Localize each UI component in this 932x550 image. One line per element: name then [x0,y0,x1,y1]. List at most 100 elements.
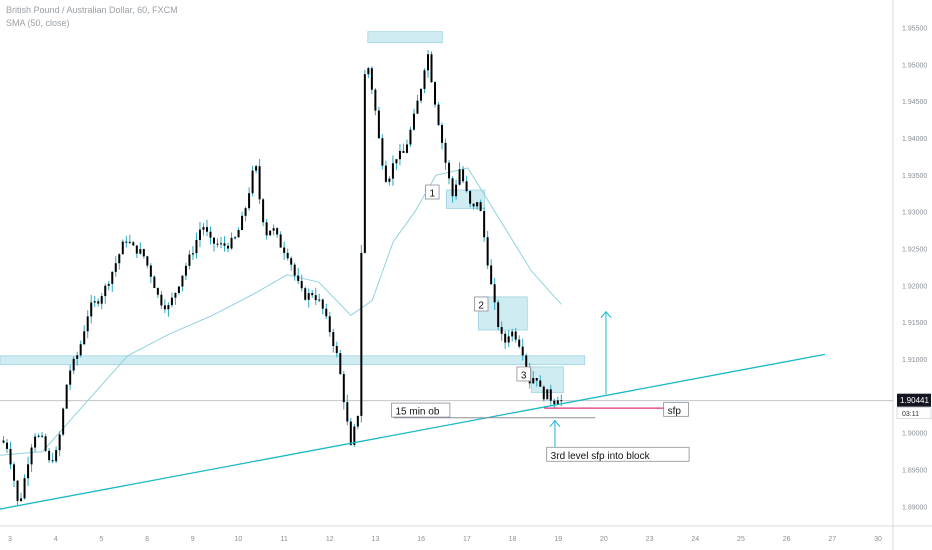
candle-body [419,88,422,101]
candle-body [462,169,465,182]
x-tick-label: 13 [372,536,380,543]
candle-body [135,245,138,254]
candle-body [174,292,177,298]
candle-body [311,293,314,296]
candle-body [535,378,538,381]
countdown-value: 03:11 [902,411,919,418]
annotation-box [391,402,451,418]
candle-body [51,460,54,462]
candle-body [107,283,110,286]
candle-body [2,440,5,443]
y-tick-label: 1.94500 [902,99,927,106]
candle-body [265,222,268,236]
candle-body [251,170,254,194]
candle-body [434,82,437,105]
candle-body [237,229,240,238]
candle-body [321,299,324,309]
candle-body [416,100,419,114]
candle-body [332,332,335,346]
candle-body [227,245,230,249]
x-tick-label: 5 [99,536,103,543]
candle-body [90,302,93,317]
candle-body [269,230,272,236]
candle-body [546,389,549,400]
candle-body [184,265,187,276]
candle-body [65,384,68,409]
price-tag [897,393,931,407]
candle-body [304,288,307,300]
candle-body [191,253,194,255]
candle-body [230,237,233,249]
candle-body [220,243,223,245]
x-tick-label: 11 [280,536,287,543]
annotation-box [546,446,690,462]
candle-body [367,68,370,75]
candle-body [441,125,444,143]
candle-body [209,231,212,238]
candle-body [79,344,82,356]
x-tick-label: 25 [737,536,745,543]
candle-body [398,150,401,160]
candle-body [244,208,247,216]
symbol-title[interactable]: British Pound / Australian Dollar, 60, F… [6,5,178,15]
y-tick-label: 1.91000 [902,357,927,364]
annotation-box [516,366,531,382]
x-tick-label: 9 [191,536,195,543]
candle-body [177,286,180,293]
candle-body [493,284,496,303]
x-tick-label: 30 [874,536,882,543]
candle-body [560,400,563,402]
candle-body [412,113,415,130]
candle-body [111,271,114,284]
candle-body [93,301,96,303]
candle-body [448,162,451,179]
candle-body [437,104,440,126]
candle-body [423,70,426,89]
annotation-label: 3rd level sfp into block [551,451,651,462]
annotation-box [473,296,489,312]
candle-body [48,450,51,461]
x-tick-label: 12 [326,536,334,543]
candle-body [363,74,366,253]
candle-body [556,400,559,405]
zone-box [0,355,586,366]
candle-body [514,331,517,340]
candle-body [511,331,514,337]
x-tick-label: 27 [828,536,836,543]
candle-body [472,203,475,207]
candle-body [58,434,61,451]
sma-line [0,167,562,456]
candle-body [255,166,258,171]
candle-body [202,227,205,230]
candle-body [458,169,461,185]
y-tick-label: 1.94000 [902,136,927,143]
annotation-label: 3 [521,370,527,381]
candle-body [83,331,86,345]
candle-body [205,227,208,232]
candle-body [258,166,261,200]
x-tick-label: 26 [783,536,791,543]
candle-body [181,275,184,287]
candle-body [132,242,135,246]
candle-body [167,305,170,310]
last-price-value: 1.90441 [900,396,929,405]
candle-body [86,316,89,332]
trendline [0,353,826,510]
candle-body [381,138,384,166]
candle-body [20,498,23,501]
candle-body [507,336,510,343]
candle-body [384,165,387,182]
candle-body [360,252,363,416]
candle-body [156,288,159,295]
candle-body [300,281,303,289]
candle-body [405,144,408,153]
x-tick-label: 3 [8,536,12,543]
indicator-label[interactable]: SMA (50, close) [6,18,70,28]
candle-body [114,263,117,272]
candle-body [142,249,145,257]
x-tick-label: 24 [691,536,699,543]
candle-body [118,254,121,264]
candle-body [430,54,433,83]
candle-body [234,237,237,239]
y-tick-label: 1.95500 [902,25,927,32]
